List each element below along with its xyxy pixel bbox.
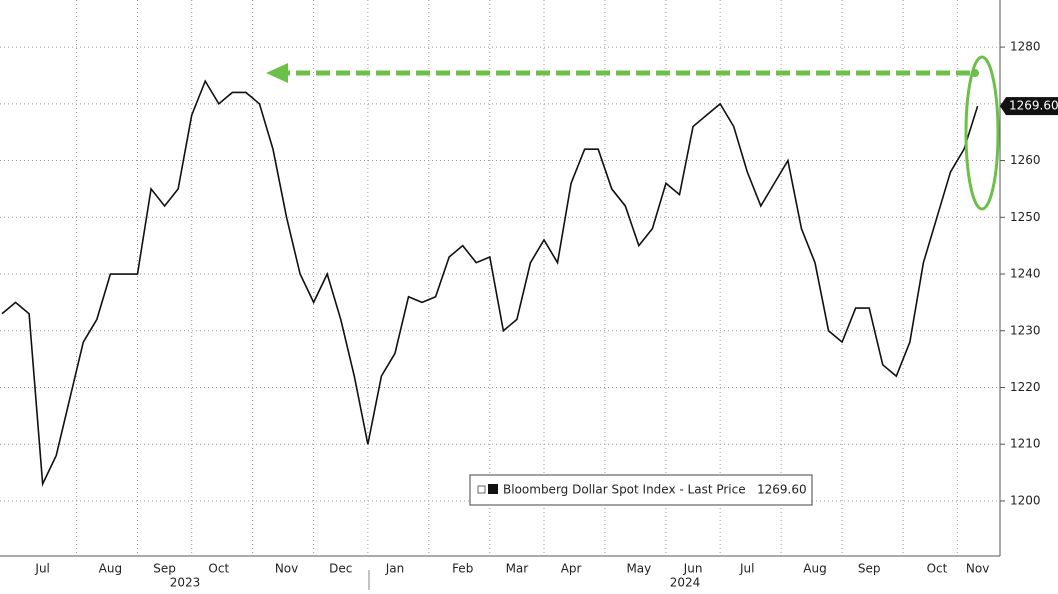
x-tick-label: Sep — [153, 562, 176, 576]
legend-swatch — [488, 484, 498, 494]
y-tick-label: 1220 — [1010, 380, 1041, 394]
x-tick-label: Nov — [966, 562, 989, 576]
last-price-box — [1006, 97, 1058, 116]
y-tick-label: 1250 — [1010, 210, 1041, 224]
x-tick-label: Jun — [683, 562, 703, 576]
legend — [469, 474, 813, 506]
x-tick-label: Sep — [858, 562, 881, 576]
last-price-label: 1269.60 — [1009, 99, 1058, 113]
x-tick-label: Aug — [803, 562, 826, 576]
x-tick-label: Apr — [561, 562, 582, 576]
legend-icon — [477, 485, 486, 494]
x-tick-label: Mar — [506, 562, 529, 576]
x-tick-label: Oct — [927, 562, 948, 576]
y-tick-label: 1200 — [1010, 493, 1041, 507]
legend-label: Bloomberg Dollar Spot Index - Last Price — [503, 483, 746, 497]
last-price-pointer — [1000, 97, 1006, 116]
y-tick-label: 1240 — [1010, 267, 1041, 281]
x-tick-label: May — [626, 562, 651, 576]
x-tick-label: Nov — [275, 562, 298, 576]
x-tick-label: Jan — [385, 562, 405, 576]
x-tick-label: Feb — [452, 562, 473, 576]
y-tick-label: 1280 — [1010, 40, 1041, 54]
y-tick-label: 1260 — [1010, 153, 1041, 167]
y-tick-label: 1230 — [1010, 323, 1041, 337]
x-tick-label: Dec — [329, 562, 352, 576]
legend-last-price: 1269.60 — [757, 483, 807, 497]
y-tick-label: 1210 — [1010, 437, 1041, 451]
year-label: 2023 — [170, 576, 201, 590]
arrow-head — [266, 63, 288, 83]
x-tick-label: Oct — [208, 562, 229, 576]
highlight-ellipse — [964, 55, 1000, 211]
year-label: 2024 — [670, 576, 701, 590]
price-line — [1, 79, 979, 487]
x-tick-label: Jul — [739, 562, 754, 576]
x-tick-label: Jul — [34, 562, 49, 576]
x-tick-label: Aug — [99, 562, 122, 576]
